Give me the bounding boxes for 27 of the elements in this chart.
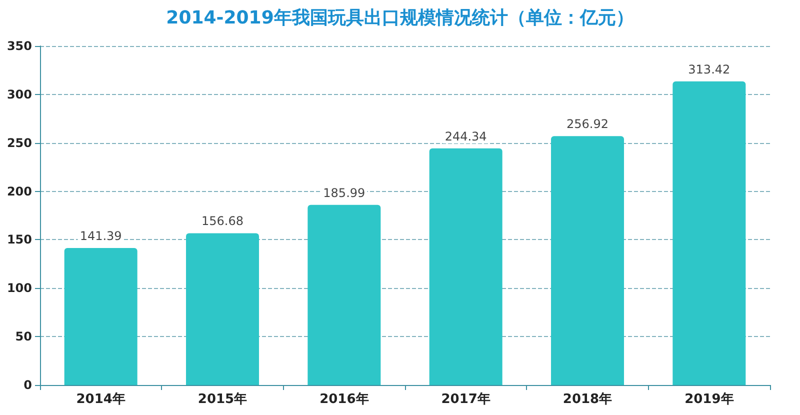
chart-title: 2014-2019年我国玩具出口规模情况统计（单位：亿元）	[166, 8, 634, 28]
data-label: 141.39	[80, 229, 122, 244]
bar	[551, 136, 624, 385]
x-tick-label: 2019年	[684, 392, 734, 407]
bar	[308, 204, 381, 385]
x-tick-label: 2014年	[76, 392, 126, 407]
y-tick-label: 100	[6, 281, 32, 296]
y-tick-label: 0	[24, 378, 32, 392]
bar	[186, 233, 259, 385]
data-label: 156.68	[202, 214, 244, 228]
data-label: 313.42	[688, 62, 730, 76]
bar	[64, 248, 138, 385]
data-label: 244.34	[444, 129, 487, 144]
y-tick-label: 200	[6, 184, 32, 198]
bar	[429, 148, 502, 385]
y-tick-label: 250	[6, 136, 32, 150]
x-tick-label: 2017年	[441, 392, 490, 407]
y-tick-label: 50	[15, 330, 32, 344]
x-tick-label: 2016年	[320, 392, 369, 407]
y-tick-label: 350	[6, 39, 32, 53]
bar	[672, 81, 746, 385]
x-tick-label: 2015年	[198, 392, 248, 407]
y-tick-label: 300	[6, 87, 32, 102]
data-label: 185.99	[323, 186, 366, 200]
y-tick-label: 150	[6, 232, 32, 247]
x-tick-label: 2018年	[562, 392, 612, 407]
data-label: 256.92	[566, 117, 608, 132]
